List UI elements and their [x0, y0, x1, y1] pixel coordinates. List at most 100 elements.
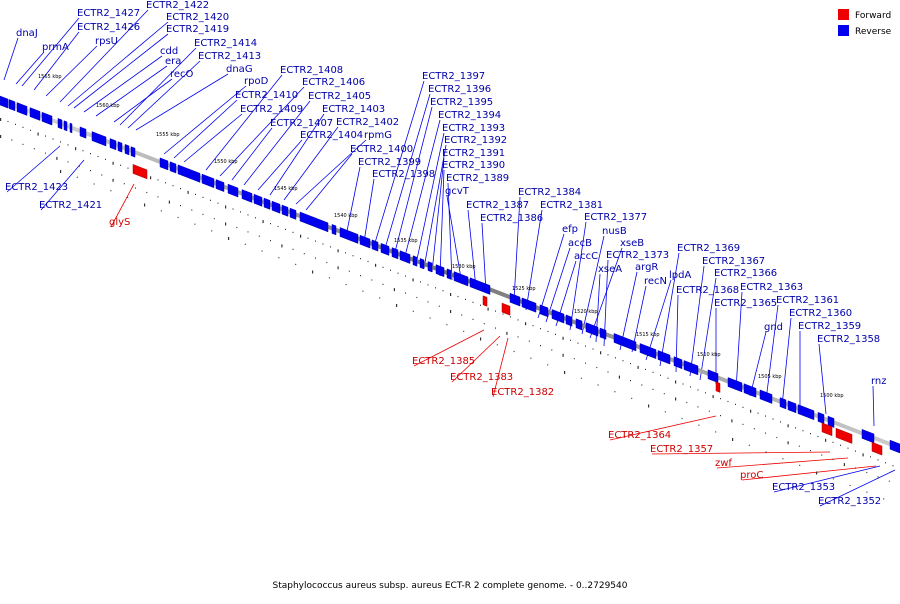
forward-gene-glyph[interactable]: [482, 295, 488, 307]
gene-label[interactable]: ECTR2_1367: [702, 256, 765, 267]
gene-label[interactable]: ECTR2_1408: [280, 65, 343, 76]
gene-label[interactable]: prmA: [42, 42, 69, 53]
reverse-gene-glyph[interactable]: [657, 350, 671, 365]
gene-label[interactable]: ECTR2_1386: [480, 213, 543, 224]
reverse-gene-glyph[interactable]: [253, 193, 263, 207]
reverse-gene-glyph[interactable]: [215, 179, 225, 192]
gene-label[interactable]: xseB: [620, 238, 644, 249]
gene-label[interactable]: ECTR2_1373: [606, 250, 669, 261]
forward-gene-glyph[interactable]: [132, 164, 148, 180]
reverse-gene-glyph[interactable]: [509, 292, 521, 307]
reverse-gene-glyph[interactable]: [79, 126, 87, 139]
reverse-gene-glyph[interactable]: [241, 189, 253, 203]
reverse-gene-glyph[interactable]: [159, 157, 169, 171]
gene-label[interactable]: ECTR2_1389: [446, 173, 509, 184]
reverse-gene-glyph[interactable]: [575, 318, 583, 331]
gene-label[interactable]: ECTR2_1390: [442, 160, 505, 171]
reverse-gene-glyph[interactable]: [446, 268, 452, 280]
reverse-gene-glyph[interactable]: [380, 242, 390, 256]
gene-label[interactable]: ECTR2_1361: [776, 295, 839, 306]
gene-label[interactable]: ECTR2_1383: [450, 372, 513, 383]
gene-label[interactable]: ECTR2_1382: [491, 387, 554, 398]
reverse-gene-glyph[interactable]: [889, 439, 900, 454]
gene-label[interactable]: ECTR2_1377: [584, 212, 647, 223]
reverse-gene-glyph[interactable]: [673, 356, 683, 370]
reverse-gene-glyph[interactable]: [469, 277, 491, 295]
gene-label[interactable]: ECTR2_1422: [146, 0, 209, 11]
gene-label[interactable]: xseA: [598, 264, 622, 275]
reverse-gene-glyph[interactable]: [124, 143, 130, 156]
gene-label[interactable]: ECTR2_1397: [422, 71, 485, 82]
gene-label[interactable]: rpoD: [244, 76, 269, 87]
reverse-gene-glyph[interactable]: [117, 141, 123, 153]
gene-label[interactable]: glyS: [109, 217, 130, 228]
gene-label[interactable]: ECTR2_1384: [518, 187, 581, 198]
gene-label[interactable]: ECTR2_1406: [302, 77, 365, 88]
gene-label[interactable]: ECTR2_1400: [350, 144, 413, 155]
reverse-gene-glyph[interactable]: [57, 118, 63, 130]
reverse-gene-glyph[interactable]: [727, 377, 743, 393]
reverse-gene-glyph[interactable]: [91, 131, 107, 147]
gene-label[interactable]: ECTR2_1410: [235, 90, 298, 101]
gene-label[interactable]: ECTR2_1398: [372, 169, 435, 180]
gene-label[interactable]: ECTR2_1352: [818, 496, 881, 507]
gene-label[interactable]: ECTR2_1358: [817, 334, 880, 345]
reverse-gene-glyph[interactable]: [551, 309, 565, 324]
reverse-gene-glyph[interactable]: [271, 200, 281, 214]
reverse-gene-glyph[interactable]: [169, 161, 177, 174]
gene-label[interactable]: ECTR2_1364: [608, 430, 671, 441]
gene-label[interactable]: ECTR2_1395: [430, 97, 493, 108]
gene-label[interactable]: lpdA: [669, 270, 691, 281]
reverse-gene-glyph[interactable]: [539, 304, 549, 318]
gene-label[interactable]: ECTR2_1363: [740, 282, 803, 293]
reverse-gene-glyph[interactable]: [779, 397, 787, 410]
reverse-gene-glyph[interactable]: [177, 164, 201, 183]
reverse-gene-glyph[interactable]: [599, 327, 607, 340]
reverse-gene-glyph[interactable]: [371, 239, 379, 252]
gene-label[interactable]: ECTR2_1421: [39, 200, 102, 211]
reverse-gene-glyph[interactable]: [427, 261, 433, 273]
gene-label[interactable]: rpmG: [364, 130, 392, 141]
forward-gene-glyph[interactable]: [715, 381, 721, 393]
reverse-gene-glyph[interactable]: [797, 404, 815, 421]
gene-label[interactable]: ECTR2_1381: [540, 200, 603, 211]
gene-label[interactable]: ECTR2_1426: [77, 22, 140, 33]
gene-label[interactable]: ECTR2_1353: [772, 482, 835, 493]
forward-gene-glyph[interactable]: [821, 422, 833, 437]
gene-label[interactable]: proC: [740, 470, 763, 481]
gene-label[interactable]: ECTR2_1396: [428, 84, 491, 95]
reverse-gene-glyph[interactable]: [639, 343, 657, 360]
reverse-gene-glyph[interactable]: [787, 400, 797, 414]
reverse-gene-glyph[interactable]: [359, 234, 371, 249]
gene-label[interactable]: ECTR2_1413: [198, 51, 261, 62]
gene-label[interactable]: ECTR2_1409: [240, 104, 303, 115]
gene-label[interactable]: ECTR2_1414: [194, 38, 257, 49]
gene-label[interactable]: dnaG: [226, 64, 253, 75]
reverse-gene-glyph[interactable]: [565, 314, 573, 327]
gene-label[interactable]: ECTR2_1392: [444, 135, 507, 146]
gene-label[interactable]: ECTR2_1391: [442, 148, 505, 159]
gene-label[interactable]: ECTR2_1366: [714, 268, 777, 279]
forward-gene-glyph[interactable]: [835, 427, 853, 444]
forward-gene-glyph[interactable]: [501, 302, 511, 316]
gene-label[interactable]: accB: [568, 238, 592, 249]
gene-label[interactable]: ECTR2_1419: [166, 24, 229, 35]
reverse-gene-glyph[interactable]: [201, 173, 215, 189]
reverse-gene-glyph[interactable]: [419, 258, 425, 270]
gene-label[interactable]: ECTR2_1402: [336, 117, 399, 128]
gene-label[interactable]: ECTR2_1387: [466, 200, 529, 211]
reverse-gene-glyph[interactable]: [435, 264, 445, 278]
gene-label[interactable]: ECTR2_1369: [677, 243, 740, 254]
reverse-gene-glyph[interactable]: [683, 360, 699, 376]
reverse-gene-glyph[interactable]: [299, 211, 329, 233]
reverse-gene-glyph[interactable]: [41, 111, 53, 126]
gene-label[interactable]: rpsU: [95, 36, 118, 47]
reverse-gene-glyph[interactable]: [817, 411, 825, 425]
reverse-gene-glyph[interactable]: [613, 333, 637, 352]
reverse-gene-glyph[interactable]: [331, 224, 337, 236]
reverse-gene-glyph[interactable]: [281, 204, 289, 217]
gene-label[interactable]: ECTR2_1393: [442, 123, 505, 134]
gene-label[interactable]: gnd: [764, 322, 783, 333]
reverse-gene-glyph[interactable]: [399, 250, 411, 264]
gene-label[interactable]: ECTR2_1399: [358, 157, 421, 168]
